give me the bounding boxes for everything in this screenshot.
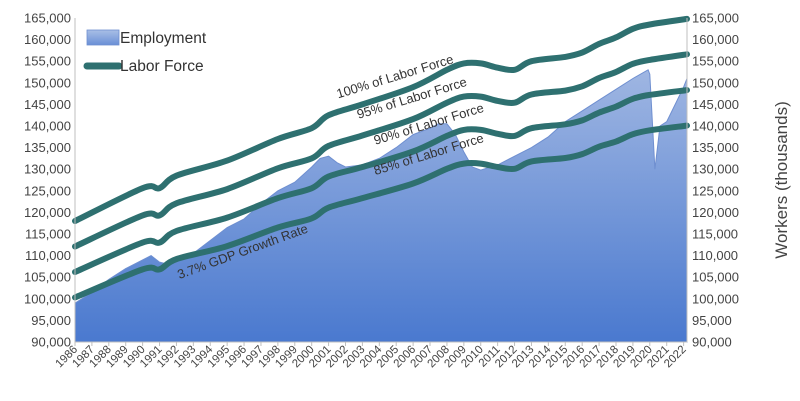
y-tick-label-right: 150,000 bbox=[692, 75, 739, 90]
y-tick-label-right: 135,000 bbox=[692, 140, 739, 155]
y-tick-label-left: 120,000 bbox=[24, 205, 71, 220]
y-axis-title-right: Workers (thousands) bbox=[772, 101, 791, 258]
y-tick-label-left: 140,000 bbox=[24, 119, 71, 134]
y-tick-label-right: 120,000 bbox=[692, 205, 739, 220]
y-tick-label-left: 90,000 bbox=[31, 335, 71, 350]
y-tick-label-left: 145,000 bbox=[24, 97, 71, 112]
y-tick-label-left: 115,000 bbox=[25, 227, 71, 242]
y-tick-label-left: 95,000 bbox=[31, 313, 71, 328]
y-axis-right: 90,000 95,000 100,000 105,000 110,000 115,000… bbox=[686, 11, 739, 350]
legend-label-employment: Employment bbox=[120, 30, 207, 47]
legend: Employment Labor Force bbox=[83, 29, 207, 75]
y-tick-label-left: 160,000 bbox=[24, 32, 71, 47]
x-axis: 1986198719881989199019911992199319941995… bbox=[54, 341, 689, 370]
y-tick-label-left: 105,000 bbox=[24, 270, 71, 285]
labor-force-line-3 bbox=[72, 87, 690, 275]
legend-swatch-employment bbox=[86, 29, 120, 46]
y-tick-label-left: 135,000 bbox=[24, 140, 71, 155]
y-tick-label-right: 140,000 bbox=[692, 119, 739, 134]
y-tick-label-right: 110,000 bbox=[692, 248, 738, 263]
y-tick-label-left: 155,000 bbox=[24, 54, 71, 69]
y-tick-label-right: 160,000 bbox=[692, 32, 739, 47]
y-tick-label-right: 165,000 bbox=[692, 11, 739, 26]
labor-force-line-4 bbox=[72, 122, 690, 301]
y-tick-label-left: 110,000 bbox=[25, 248, 71, 263]
y-tick-label-left: 100,000 bbox=[24, 291, 71, 306]
y-tick-label-right: 95,000 bbox=[692, 313, 732, 328]
labor-force-line-1 bbox=[72, 15, 690, 224]
y-tick-label-left: 125,000 bbox=[24, 183, 71, 198]
plot-area bbox=[72, 15, 690, 343]
y-tick-label-left: 150,000 bbox=[24, 75, 71, 90]
y-tick-label-right: 105,000 bbox=[692, 270, 739, 285]
y-tick-label-right: 155,000 bbox=[692, 54, 739, 69]
y-tick-label-left: 130,000 bbox=[24, 162, 71, 177]
y-tick-label-right: 145,000 bbox=[692, 97, 739, 112]
y-tick-label-right: 115,000 bbox=[692, 227, 738, 242]
labor-force-line-2 bbox=[72, 51, 690, 250]
y-tick-label-left: 165,000 bbox=[24, 11, 71, 26]
y-tick-label-right: 90,000 bbox=[692, 335, 732, 350]
legend-label-labor-force: Labor Force bbox=[120, 58, 204, 75]
y-tick-label-right: 100,000 bbox=[692, 291, 739, 306]
labor-force-lines bbox=[72, 15, 690, 301]
y-tick-label-right: 130,000 bbox=[692, 162, 739, 177]
y-axis-left: 90,000 95,000 100,000 105,000 110,000 115,000… bbox=[24, 11, 76, 350]
y-tick-label-right: 125,000 bbox=[692, 183, 739, 198]
